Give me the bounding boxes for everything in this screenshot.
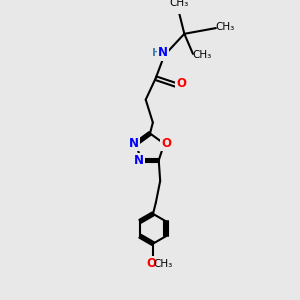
Text: CH₃: CH₃ <box>169 0 188 8</box>
Text: CH₃: CH₃ <box>153 259 173 269</box>
Text: O: O <box>161 137 171 150</box>
Text: CH₃: CH₃ <box>193 50 212 60</box>
Text: O: O <box>147 257 157 270</box>
Text: O: O <box>176 77 187 90</box>
Text: N: N <box>134 154 144 167</box>
Text: N: N <box>158 46 168 59</box>
Text: H: H <box>152 48 161 58</box>
Text: N: N <box>129 137 139 150</box>
Text: CH₃: CH₃ <box>215 22 235 32</box>
